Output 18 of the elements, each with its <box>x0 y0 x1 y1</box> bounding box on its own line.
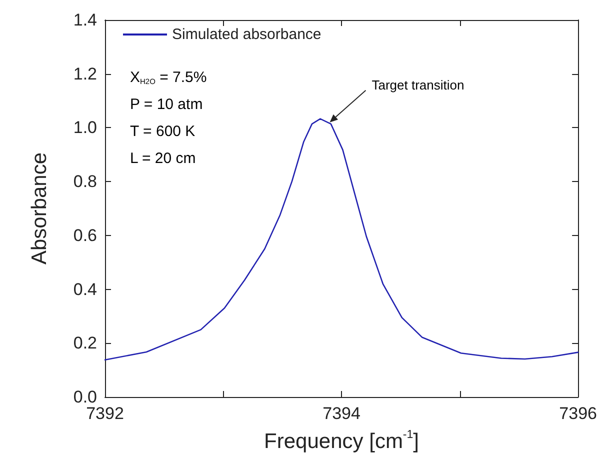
y-tick-label: 0.2 <box>73 334 97 353</box>
y-tick-label: 0.8 <box>73 172 97 192</box>
line-series <box>104 118 579 360</box>
y-tick-label: 1.4 <box>73 10 97 30</box>
x-tick-label: 7396 <box>559 404 598 423</box>
annotation: T = 600 K <box>130 123 196 140</box>
x-tick-label: 7394 <box>322 404 360 423</box>
y-tick-label: 0.4 <box>73 280 97 299</box>
annotation: L = 20 cm <box>130 150 196 167</box>
y-tick-label: 1.2 <box>73 64 97 84</box>
annotation: P = 10 atm <box>130 96 203 113</box>
x-tick-label: 7392 <box>86 404 124 423</box>
annotation: Target transition <box>372 77 464 92</box>
legend-label: Simulated absorbance <box>172 26 322 43</box>
y-tick-label: 0.0 <box>73 388 97 406</box>
y-tick-label: 1.0 <box>73 118 97 138</box>
y-tick-label: 0.6 <box>73 226 97 245</box>
y-axis-title: Absorbance <box>28 152 51 265</box>
